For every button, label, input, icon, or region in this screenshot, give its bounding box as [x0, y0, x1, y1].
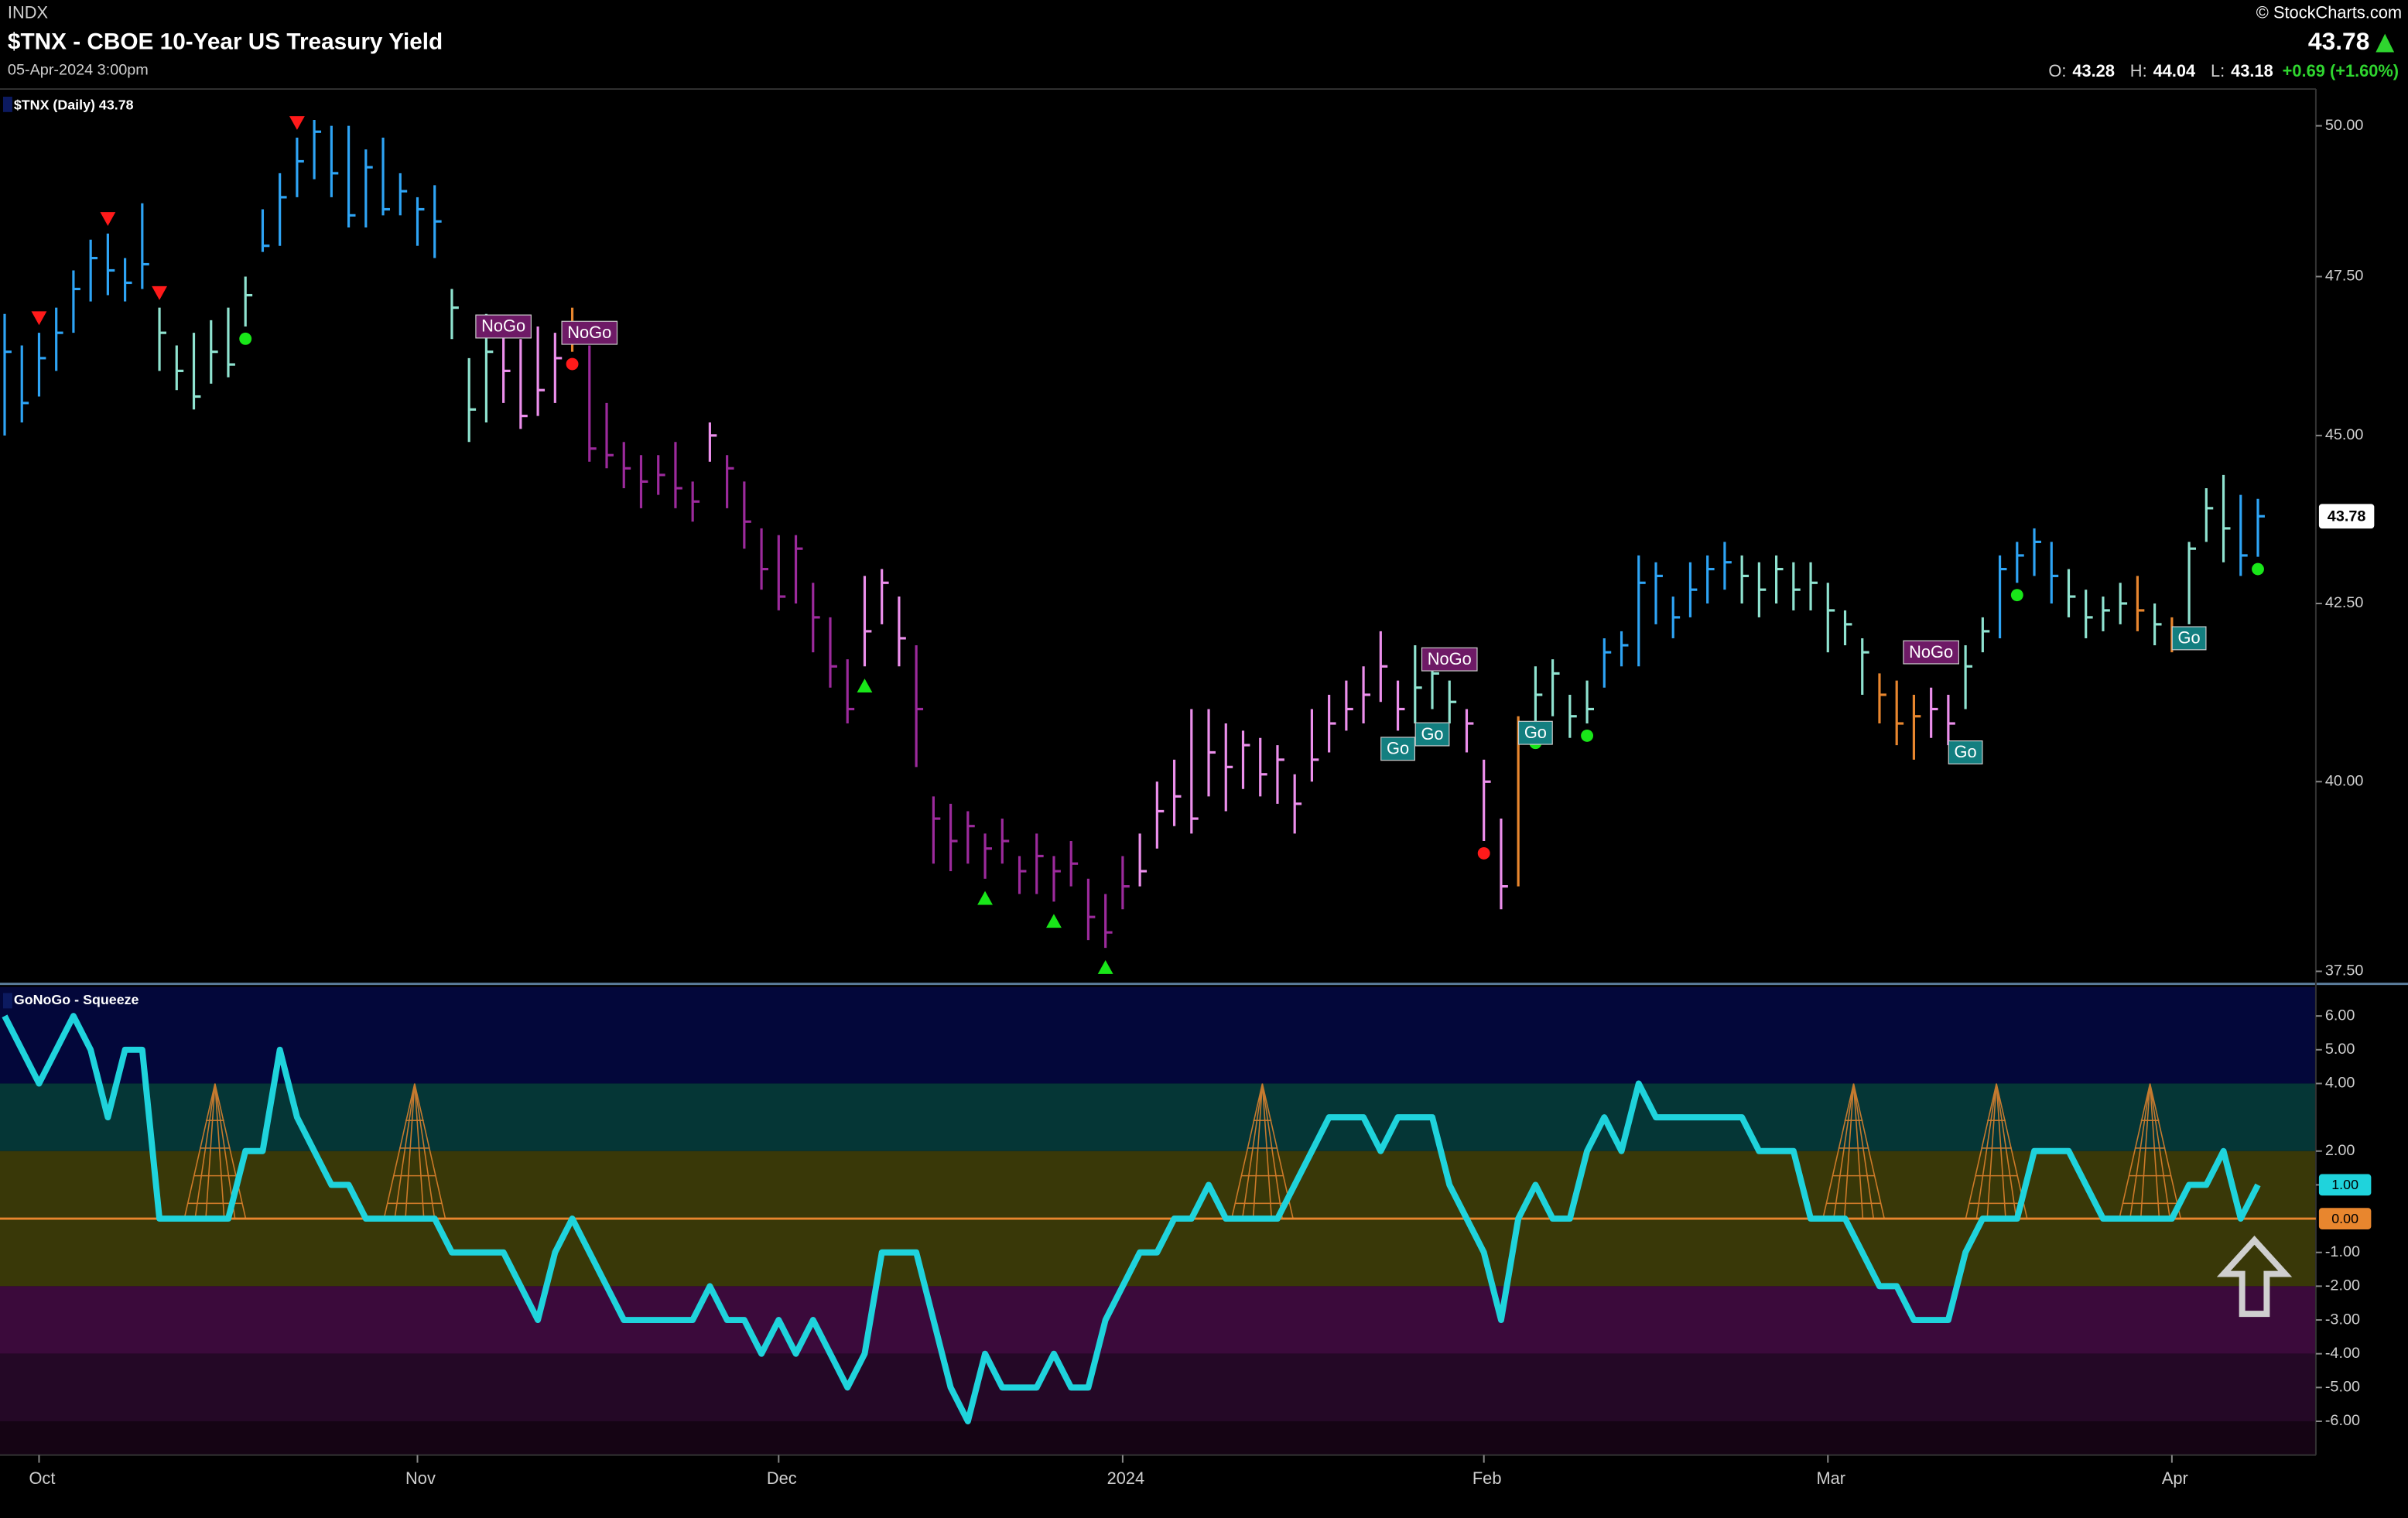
plot-area: 37.50 40.00 42.50 45.00 47.50 50.00 NoGo NoGo No…: [0, 116, 2375, 1488]
signal-box: [1517, 720, 1553, 745]
buy-marker: [977, 891, 993, 905]
buy-marker: [1097, 960, 1113, 974]
date: 05-Apr-2024 3:00pm: [8, 61, 149, 78]
y-tick-label: -1.00: [2325, 1243, 2360, 1260]
buy-marker: [857, 679, 873, 693]
last-price: 43.78: [2308, 27, 2369, 55]
sell-marker: [31, 311, 47, 326]
oscillator-band: [0, 986, 2316, 1084]
up-arrow-annotation: [2216, 1236, 2293, 1318]
price-tag-label: 43.78: [2328, 508, 2366, 525]
signal-box: [1380, 737, 1415, 761]
signal-box: [561, 320, 618, 345]
source: © StockCharts.com: [2256, 3, 2402, 22]
signal-label: Go: [1955, 742, 1977, 761]
signal-box: [1948, 740, 1983, 764]
oscillator-band: [0, 1083, 2316, 1151]
quote: O: 43.28 H: 44.04 L: 43.18 +0.69 (+1.60%): [2048, 61, 2399, 80]
dot-marker: [2252, 562, 2264, 576]
x-tick-label: Dec: [767, 1468, 797, 1488]
y-tick-label: 2.00: [2325, 1142, 2355, 1159]
legend-swatch: [2, 96, 12, 112]
oscillator-band: [0, 1421, 2316, 1455]
y-tick-label: 40.00: [2325, 773, 2364, 790]
signal-box: [1414, 722, 1450, 747]
dot-marker: [566, 357, 579, 371]
x-tick-label: Apr: [2162, 1468, 2188, 1488]
chart-title: $TNX - CBOE 10-Year US Treasury Yield: [8, 29, 443, 54]
x-tick-label: Oct: [29, 1468, 55, 1488]
y-tick-label: 4.00: [2325, 1075, 2355, 1092]
change: +0.69 (+1.60%): [2283, 61, 2399, 80]
signal-label: Go: [1421, 724, 1443, 744]
dot-marker: [1581, 729, 1594, 742]
legend-swatch: [2, 993, 12, 1009]
value-tag-label: 0.00: [2331, 1211, 2358, 1226]
y-tick-label: 5.00: [2325, 1041, 2355, 1058]
signal-box: [2171, 626, 2207, 651]
signal-label: NoGo: [1428, 649, 1472, 668]
quote-label: L:: [2211, 61, 2225, 80]
y-tick-label: -3.00: [2325, 1311, 2360, 1328]
quote-label: O:: [2048, 61, 2066, 80]
price-legend: $TNX (Daily) 43.78: [14, 97, 134, 113]
y-tick-label: 47.50: [2325, 268, 2364, 285]
price-tag: [2318, 504, 2375, 529]
signal-label: Go: [1387, 739, 1409, 758]
quote-value: 43.18: [2231, 61, 2273, 80]
y-tick-label: -6.00: [2325, 1412, 2360, 1429]
signal-box: [1903, 640, 1959, 665]
signal-label: NoGo: [567, 323, 611, 342]
signal-label: NoGo: [481, 316, 525, 336]
y-tick-label: 45.00: [2325, 426, 2364, 443]
y-tick-label: -4.00: [2325, 1345, 2360, 1362]
dot-marker: [2010, 589, 2023, 602]
value-tag: [2318, 1174, 2372, 1196]
oscillator-line: [2, 1013, 2261, 1424]
oscillator-legend: GoNoGo - Squeeze: [14, 992, 139, 1007]
dot-marker: [239, 332, 252, 345]
dot-marker: [1477, 846, 1490, 860]
buy-marker: [1046, 914, 1062, 928]
sell-marker: [152, 285, 167, 300]
x-tick-label: 2024: [1107, 1468, 1145, 1488]
quote-label: H:: [2130, 61, 2147, 80]
y-tick-label: -5.00: [2325, 1379, 2360, 1396]
value-tag-label: 1.00: [2331, 1177, 2358, 1192]
x-tick-label: Feb: [1473, 1468, 1502, 1488]
signal-box: [475, 314, 532, 339]
quote-value: 43.28: [2072, 61, 2115, 80]
y-tick-label: 37.50: [2325, 962, 2364, 980]
signal-label: NoGo: [1909, 642, 1953, 662]
value-tag: [2318, 1208, 2372, 1229]
y-tick-label: 42.50: [2325, 594, 2364, 611]
sell-marker: [100, 212, 116, 226]
change-arrow: [2376, 33, 2395, 53]
x-tick-label: Mar: [1816, 1468, 1845, 1488]
exchange: INDX: [8, 3, 49, 22]
quote-value: 44.04: [2153, 61, 2196, 80]
signal-label: Go: [2178, 628, 2201, 648]
x-tick-label: Nov: [405, 1468, 436, 1488]
y-tick-label: 50.00: [2325, 117, 2364, 134]
oscillator-bands: [0, 986, 2316, 1455]
y-tick-label: -2.00: [2325, 1277, 2360, 1294]
signal-label: Go: [1524, 723, 1547, 742]
y-tick-label: 6.00: [2325, 1007, 2355, 1024]
sell-marker: [289, 116, 305, 130]
oscillator-band: [0, 1286, 2316, 1354]
signal-box: [1421, 647, 1478, 672]
oscillator-band: [0, 1353, 2316, 1422]
